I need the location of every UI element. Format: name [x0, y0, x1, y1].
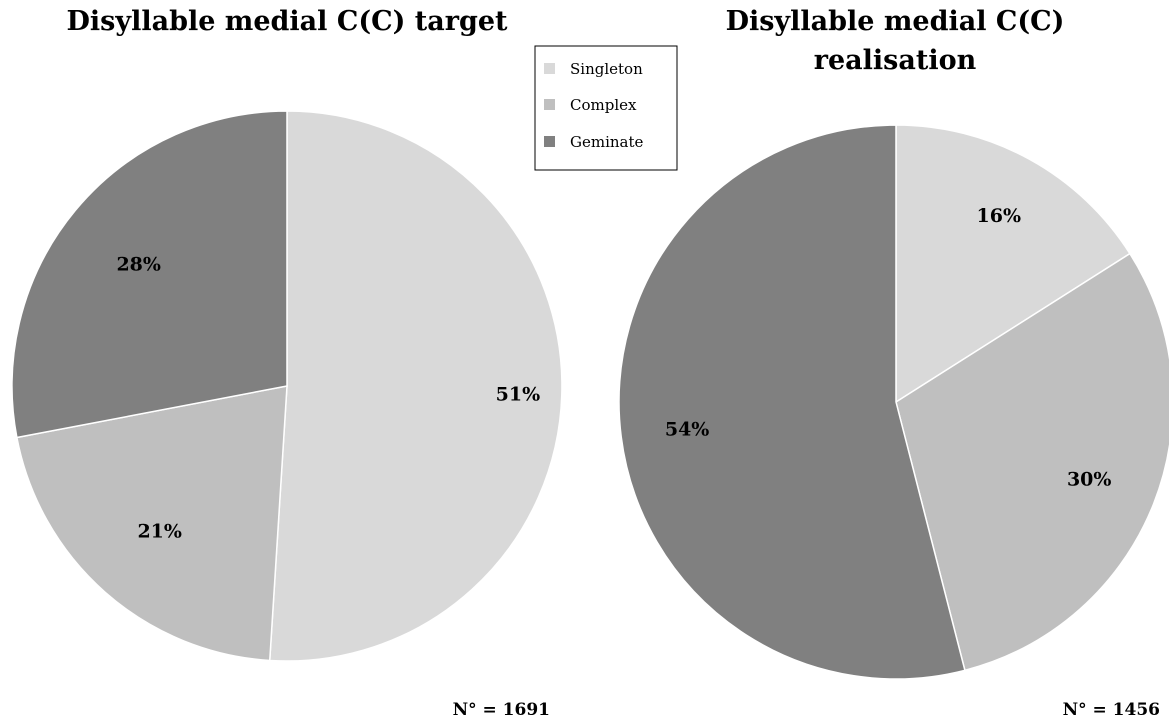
pie-chart-realisation: Disyllable medial C(C) realisation 16% 30… [618, 6, 1169, 720]
chart-title-target-line-1: Disyllable medial C(C) target [67, 6, 508, 37]
sample-size-target: N° = 1691 [453, 700, 550, 720]
legend-label-singleton: Singleton [570, 60, 643, 78]
legend-label-complex: Complex [570, 96, 637, 114]
pie-label-realisation-singleton: 16% [977, 205, 1022, 227]
pie-slice-target-singleton [268, 110, 563, 662]
pie-label-realisation-complex: 30% [1067, 469, 1112, 491]
pie-label-realisation-geminate: 54% [665, 418, 710, 440]
legend-swatch-geminate [544, 136, 555, 147]
chart-title-realisation-line-2: realisation [814, 45, 977, 76]
pie-slice-target-geminate [11, 110, 288, 439]
pie-label-target-singleton: 51% [496, 383, 541, 405]
pie-slice-realisation-singleton [895, 124, 1131, 404]
pie-label-target-geminate: 28% [116, 253, 161, 275]
pie-slice-target-complex [15, 385, 288, 662]
legend-box [534, 45, 678, 171]
legend-label-geminate: Geminate [570, 133, 644, 151]
sample-size-realisation: N° = 1456 [1063, 700, 1160, 720]
legend: Singleton Complex Geminate [534, 45, 678, 171]
pie-slices-target: 51% 21% 28% [11, 110, 563, 662]
legend-swatch-complex [544, 99, 555, 110]
pie-label-target-complex: 21% [137, 520, 182, 542]
pie-slices-realisation: 16% 30% 54% [618, 124, 1169, 680]
pie-slice-realisation-complex [895, 252, 1169, 672]
legend-swatch-singleton [544, 63, 555, 74]
pie-chart-target: Disyllable medial C(C) target 51%21%28% … [11, 6, 563, 720]
pie-slice-realisation-geminate [618, 124, 966, 680]
chart-title-realisation-line-1: Disyllable medial C(C) [726, 6, 1065, 37]
